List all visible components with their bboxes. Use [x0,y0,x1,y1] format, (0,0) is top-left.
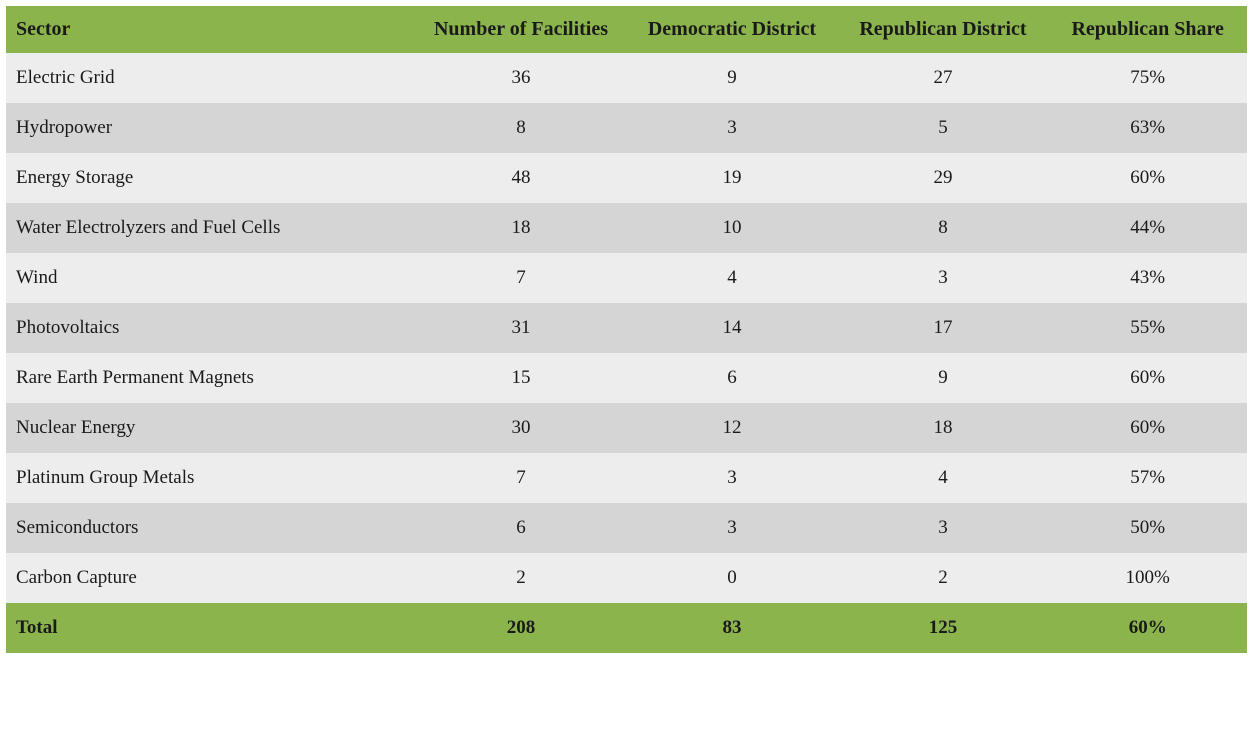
table-row: Semiconductors 6 3 3 50% [6,503,1247,553]
header-facilities: Number of Facilities [416,6,627,53]
header-democratic: Democratic District [626,6,837,53]
cell-share: 60% [1048,403,1247,453]
header-sector: Sector [6,6,416,53]
cell-share: 55% [1048,303,1247,353]
table-row: Carbon Capture 2 0 2 100% [6,553,1247,603]
table-row: Energy Storage 48 19 29 60% [6,153,1247,203]
cell-facilities: 36 [416,53,627,103]
footer-label: Total [6,603,416,653]
table-header-row: Sector Number of Facilities Democratic D… [6,6,1247,53]
cell-facilities: 30 [416,403,627,453]
cell-republican: 18 [837,403,1048,453]
cell-share: 60% [1048,153,1247,203]
table-row: Photovoltaics 31 14 17 55% [6,303,1247,353]
cell-democratic: 4 [626,253,837,303]
cell-democratic: 12 [626,403,837,453]
cell-republican: 3 [837,253,1048,303]
cell-facilities: 48 [416,153,627,203]
table-row: Wind 7 4 3 43% [6,253,1247,303]
cell-republican: 17 [837,303,1048,353]
cell-sector: Photovoltaics [6,303,416,353]
cell-share: 57% [1048,453,1247,503]
cell-democratic: 19 [626,153,837,203]
footer-democratic: 83 [626,603,837,653]
cell-share: 44% [1048,203,1247,253]
table-row: Electric Grid 36 9 27 75% [6,53,1247,103]
cell-democratic: 0 [626,553,837,603]
cell-share: 50% [1048,503,1247,553]
cell-republican: 4 [837,453,1048,503]
cell-facilities: 18 [416,203,627,253]
cell-share: 43% [1048,253,1247,303]
cell-facilities: 8 [416,103,627,153]
cell-republican: 5 [837,103,1048,153]
cell-sector: Semiconductors [6,503,416,553]
cell-sector: Hydropower [6,103,416,153]
cell-democratic: 3 [626,503,837,553]
cell-facilities: 2 [416,553,627,603]
cell-share: 100% [1048,553,1247,603]
cell-share: 60% [1048,353,1247,403]
cell-republican: 2 [837,553,1048,603]
cell-democratic: 10 [626,203,837,253]
cell-republican: 29 [837,153,1048,203]
cell-facilities: 6 [416,503,627,553]
cell-sector: Carbon Capture [6,553,416,603]
table-row: Hydropower 8 3 5 63% [6,103,1247,153]
footer-share: 60% [1048,603,1247,653]
table-footer-row: Total 208 83 125 60% [6,603,1247,653]
cell-sector: Nuclear Energy [6,403,416,453]
table-row: Nuclear Energy 30 12 18 60% [6,403,1247,453]
footer-facilities: 208 [416,603,627,653]
cell-democratic: 3 [626,103,837,153]
header-republican: Republican District [837,6,1048,53]
cell-democratic: 14 [626,303,837,353]
header-share: Republican Share [1048,6,1247,53]
cell-sector: Rare Earth Permanent Magnets [6,353,416,403]
table-body: Electric Grid 36 9 27 75% Hydropower 8 3… [6,53,1247,603]
table-row: Platinum Group Metals 7 3 4 57% [6,453,1247,503]
cell-facilities: 15 [416,353,627,403]
cell-democratic: 3 [626,453,837,503]
facilities-table-container: Sector Number of Facilities Democratic D… [6,6,1247,653]
cell-sector: Electric Grid [6,53,416,103]
facilities-table: Sector Number of Facilities Democratic D… [6,6,1247,653]
table-row: Rare Earth Permanent Magnets 15 6 9 60% [6,353,1247,403]
cell-sector: Water Electrolyzers and Fuel Cells [6,203,416,253]
cell-republican: 3 [837,503,1048,553]
footer-republican: 125 [837,603,1048,653]
cell-facilities: 7 [416,253,627,303]
cell-sector: Energy Storage [6,153,416,203]
table-row: Water Electrolyzers and Fuel Cells 18 10… [6,203,1247,253]
cell-democratic: 9 [626,53,837,103]
cell-facilities: 7 [416,453,627,503]
cell-republican: 8 [837,203,1048,253]
cell-sector: Wind [6,253,416,303]
cell-democratic: 6 [626,353,837,403]
cell-facilities: 31 [416,303,627,353]
cell-share: 63% [1048,103,1247,153]
cell-sector: Platinum Group Metals [6,453,416,503]
cell-republican: 27 [837,53,1048,103]
cell-republican: 9 [837,353,1048,403]
cell-share: 75% [1048,53,1247,103]
